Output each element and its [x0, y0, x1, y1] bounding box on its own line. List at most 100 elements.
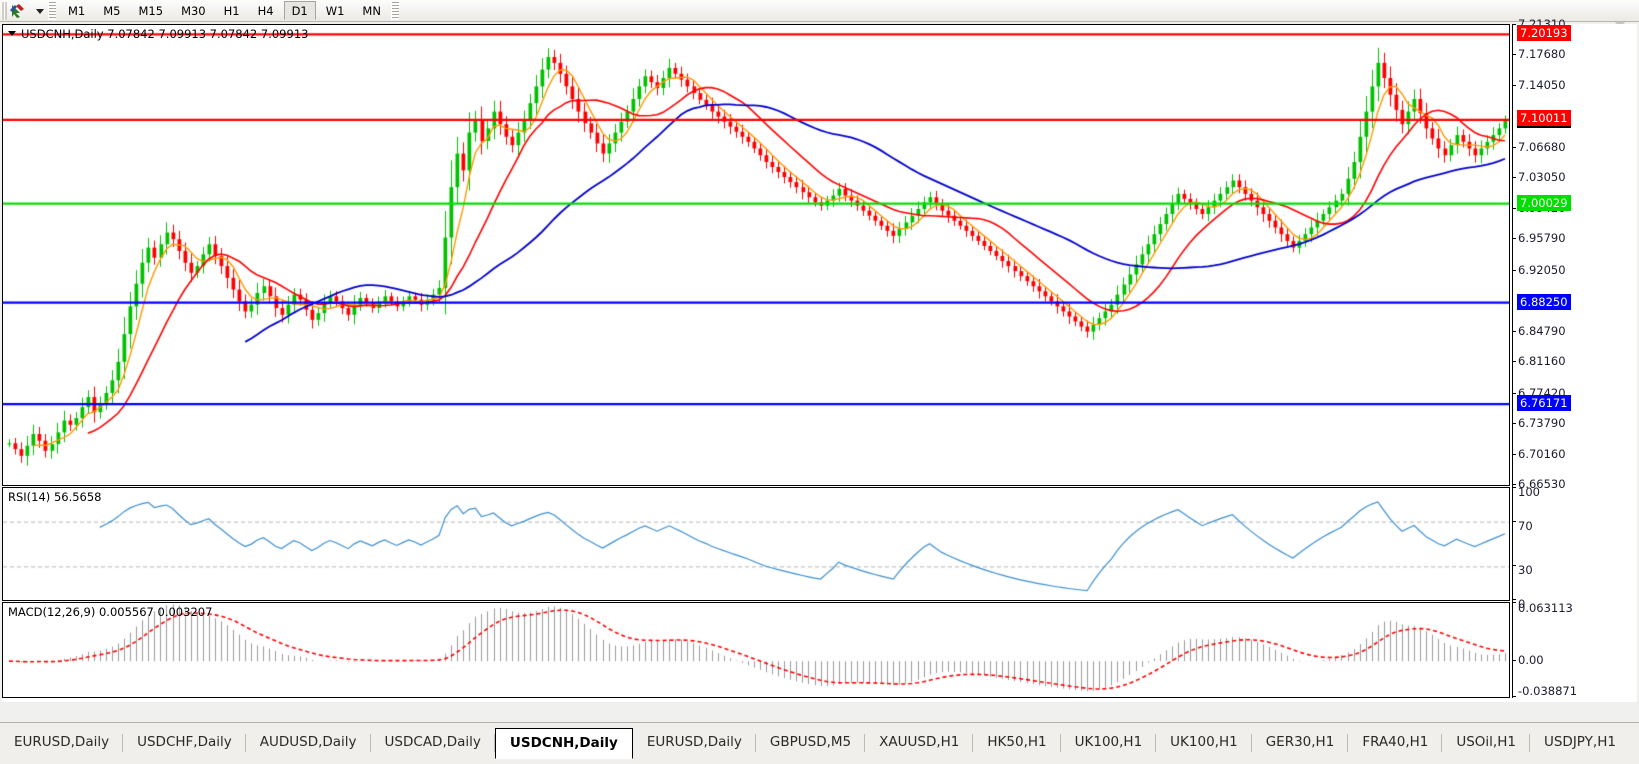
macd-axis-label: 0.063113	[1518, 601, 1573, 615]
rsi-axis-tick	[1512, 520, 1516, 522]
timeframe-m30[interactable]: M30	[181, 4, 206, 18]
macd-chart-canvas[interactable]	[3, 603, 1509, 697]
chart-area[interactable]: USDCNH,Daily 7.07842 7.09913 7.07842 7.0…	[0, 17, 1637, 738]
chart-tab-xauusd-h1[interactable]: XAUUSD,H1	[865, 728, 974, 758]
timeframe-d1[interactable]: D1	[283, 1, 316, 20]
chart-tab-label: GER30,H1	[1265, 734, 1335, 750]
timeframe-toolbar: M1 M5 M15 M30 H1 H4 D1 W1 MN	[0, 0, 1639, 22]
tab-divider	[1250, 734, 1252, 752]
price-axis-tick	[1512, 392, 1516, 394]
price-axis-tick	[1512, 24, 1516, 25]
toolbar-separator-grip[interactable]	[48, 1, 56, 20]
chart-tab-uk100-h1[interactable]: UK100,H1	[1061, 728, 1157, 758]
price-axis-label: 6.84790	[1518, 323, 1566, 338]
tab-divider	[1528, 734, 1530, 752]
chart-tab-label: USDCHF,Daily	[137, 734, 232, 750]
price-axis-tick	[1512, 269, 1516, 271]
chart-tab-label: FRA40,H1	[1362, 734, 1429, 750]
price-level-tag-6.76171[interactable]: 6.76171	[1517, 395, 1571, 412]
rsi-chart-canvas[interactable]	[3, 488, 1509, 600]
rsi-axis-tick	[1512, 487, 1516, 488]
price-axis-tick	[1512, 453, 1516, 455]
cursor-crosshair-icon[interactable]	[7, 1, 33, 21]
chart-tab-usoil-h1[interactable]: USOil,H1	[1442, 728, 1530, 758]
chart-tab-gbpusd-m5[interactable]: GBPUSD,M5	[756, 728, 866, 758]
chart-tab-label: XAUUSD,H1	[879, 734, 960, 750]
chart-tab-eurusd-daily[interactable]: EURUSD,Daily	[633, 728, 756, 758]
price-level-tag-7.20193[interactable]: 7.20193	[1517, 25, 1571, 42]
macd-axis-tick	[1512, 602, 1516, 603]
chart-tab-label: USDJPY,H1	[1543, 734, 1616, 750]
chart-tab-label: EURUSD,Daily	[646, 734, 742, 750]
chart-tab-eurusd-daily[interactable]: EURUSD,Daily	[0, 728, 124, 758]
price-axis-tick	[1512, 177, 1516, 179]
chart-tab-label: AUDUSD,Daily	[259, 734, 357, 750]
chart-tab-usdcad-daily[interactable]: USDCAD,Daily	[371, 728, 495, 758]
chart-tab-usdcnh-daily[interactable]: USDCNH,Daily	[494, 728, 633, 759]
rsi-axis-label: 100	[1518, 485, 1540, 499]
chart-tab-usdjpy-h1[interactable]: USDJPY,H1	[1530, 728, 1630, 758]
chart-tab-label: USOil,H1	[1456, 734, 1516, 750]
toolbar-drag-handle[interactable]	[1, 1, 7, 20]
toolbar-end-grip[interactable]	[390, 1, 399, 20]
price-axis-tick	[1512, 361, 1516, 363]
price-axis[interactable]: 7.213107.176807.140507.066807.030506.994…	[1512, 17, 1637, 698]
timeframe-mn[interactable]: MN	[362, 4, 381, 18]
price-axis-label: 6.81160	[1518, 354, 1566, 369]
tab-divider	[972, 734, 974, 752]
timeframe-m1[interactable]: M1	[68, 4, 86, 18]
tab-divider	[1155, 734, 1157, 752]
timeframe-h4[interactable]: H4	[257, 4, 274, 18]
chart-tab-label: GBPUSD,M5	[769, 734, 852, 750]
chart-tab-ger30-h1[interactable]: GER30,H1	[1252, 728, 1349, 758]
chart-tab-label: UK100,H1	[1170, 734, 1238, 750]
rsi-axis-label: 0	[1518, 597, 1526, 611]
price-level-tag-6.88250[interactable]: 6.88250	[1517, 293, 1571, 310]
macd-axis-label: 0.00	[1518, 653, 1544, 668]
tab-divider	[1347, 734, 1349, 752]
chart-tab-usdchf-daily[interactable]: USDCHF,Daily	[123, 728, 246, 758]
macd-axis-tick	[1512, 660, 1516, 662]
rsi-axis-tick	[1512, 599, 1516, 600]
toolbar-empty-area	[402, 1, 1639, 21]
price-pane[interactable]: USDCNH,Daily 7.07842 7.09913 7.07842 7.0…	[2, 24, 1510, 486]
price-axis-tick	[1512, 84, 1516, 86]
tab-divider	[244, 734, 246, 752]
price-axis-tick	[1512, 54, 1516, 56]
chart-tab-fra40-h1[interactable]: FRA40,H1	[1348, 728, 1443, 758]
rsi-axis-tick	[1512, 565, 1516, 567]
price-chart-canvas[interactable]	[3, 25, 1509, 485]
price-level-tag-7.10011[interactable]: 7.10011	[1517, 109, 1571, 128]
tab-divider	[369, 734, 371, 752]
tab-divider	[493, 734, 495, 752]
price-axis-label: 6.95790	[1518, 231, 1566, 246]
timeframe-h1[interactable]: H1	[223, 4, 240, 18]
tab-divider	[864, 734, 866, 752]
timeframe-w1[interactable]: W1	[325, 4, 345, 18]
rsi-pane[interactable]: RSI(14) 56.5658	[2, 487, 1510, 601]
chart-tab-hk50-h1[interactable]: HK50,H1	[973, 728, 1061, 758]
price-axis-label: 7.03050	[1518, 170, 1566, 185]
chart-tab-uk100-h1[interactable]: UK100,H1	[1156, 728, 1252, 758]
toolbar-overflow-chevron-icon[interactable]	[33, 1, 47, 21]
price-level-tag-7.00029[interactable]: 7.00029	[1517, 194, 1571, 211]
price-axis-line	[1512, 24, 1513, 698]
price-axis-label: 6.92050	[1518, 262, 1566, 277]
tab-divider	[122, 734, 124, 752]
timeframe-m15[interactable]: M15	[138, 4, 164, 18]
macd-pane[interactable]: MACD(12,26,9) 0.005567 0.003207	[2, 602, 1510, 698]
timeframe-m5[interactable]: M5	[103, 4, 121, 18]
chart-tab-audusd-daily[interactable]: AUDUSD,Daily	[246, 728, 371, 758]
price-axis-tick	[1512, 423, 1516, 425]
price-axis-label: 6.70160	[1518, 446, 1566, 461]
price-axis-tick	[1512, 238, 1516, 240]
tab-divider	[1441, 734, 1443, 752]
chart-tab-label: USDCAD,Daily	[384, 734, 481, 750]
chart-tab-label: UK100,H1	[1074, 734, 1143, 750]
tab-divider	[754, 734, 756, 752]
chart-tab-label: HK50,H1	[987, 734, 1047, 750]
chart-tab-label: EURUSD,Daily	[14, 734, 110, 750]
macd-axis-label: -0.038871	[1518, 684, 1578, 698]
chart-tabbar[interactable]: EURUSD,Daily USDCHF,Daily AUDUSD,Daily USDC…	[0, 722, 1639, 764]
